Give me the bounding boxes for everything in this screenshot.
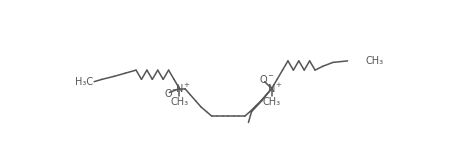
Text: +: + xyxy=(183,82,189,88)
Text: O: O xyxy=(259,75,266,85)
Text: O: O xyxy=(164,89,171,99)
Text: +: + xyxy=(275,82,281,88)
Text: CH₃: CH₃ xyxy=(262,97,280,107)
Text: H₃C: H₃C xyxy=(74,77,92,87)
Text: −: − xyxy=(267,73,272,79)
Text: N: N xyxy=(175,84,183,94)
Text: N: N xyxy=(268,84,275,94)
Text: CH₃: CH₃ xyxy=(170,97,188,107)
Text: CH₃: CH₃ xyxy=(364,56,383,66)
Text: −: − xyxy=(172,87,177,93)
